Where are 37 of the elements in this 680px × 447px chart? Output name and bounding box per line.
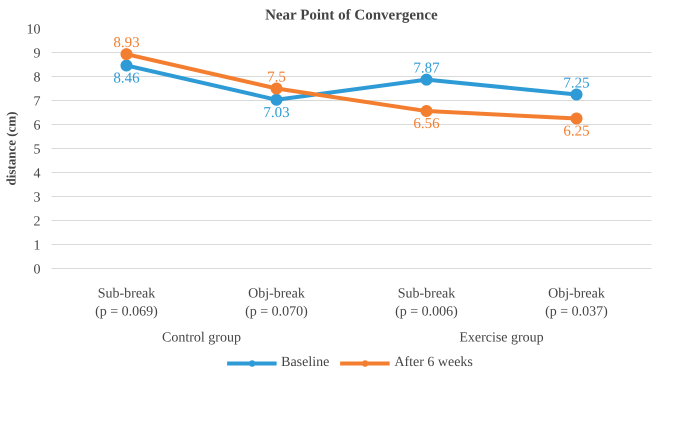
data-label: 7.87: [413, 60, 440, 77]
point: [420, 105, 432, 118]
data-label: 8.93: [113, 35, 140, 52]
legend-label: After 6 weeks: [394, 355, 473, 371]
point: [570, 112, 582, 124]
data-label: 8.46: [113, 70, 140, 86]
y-tick-label: 0: [34, 262, 40, 278]
point: [570, 88, 582, 100]
x-tick-label: Sub-break (p = 0.069): [95, 286, 158, 320]
text: Exercise group: [459, 330, 544, 346]
data-label: 6.56: [413, 116, 440, 132]
y-tick-label: 4: [34, 166, 40, 182]
legend-label: Baseline: [281, 355, 330, 371]
y-tick-label: 3: [34, 190, 40, 206]
x-tick-label: Obj-break (p = 0.070): [245, 286, 308, 320]
y-tick-label: 5: [34, 142, 40, 158]
y-tick-label: 8: [34, 70, 40, 86]
y-tick-label: 7: [34, 94, 40, 110]
y-tick-label: 1: [34, 238, 40, 254]
data-label: 7.25: [563, 76, 590, 92]
point: [270, 82, 282, 94]
y-tick-label: 2: [34, 214, 40, 230]
x-tick-label: Sub-break (p = 0.006): [395, 286, 458, 320]
point: [270, 94, 282, 106]
point: [120, 59, 132, 72]
y-tick-label: 9: [34, 46, 40, 62]
data-label: 7.5: [267, 70, 286, 86]
data-label: 6.25: [563, 124, 590, 140]
chart-title: Near Point of Convergence: [265, 8, 438, 24]
point: [120, 48, 132, 60]
y-tick-label: 6: [34, 118, 40, 134]
data-label: 7.03: [263, 104, 290, 121]
point: [420, 74, 432, 86]
y-tick-label: 10: [26, 22, 40, 38]
text: Control group: [162, 330, 241, 346]
x-tick-label: Obj-break (p = 0.037): [545, 286, 608, 320]
y-axis-title: distance (cm): [4, 111, 18, 186]
